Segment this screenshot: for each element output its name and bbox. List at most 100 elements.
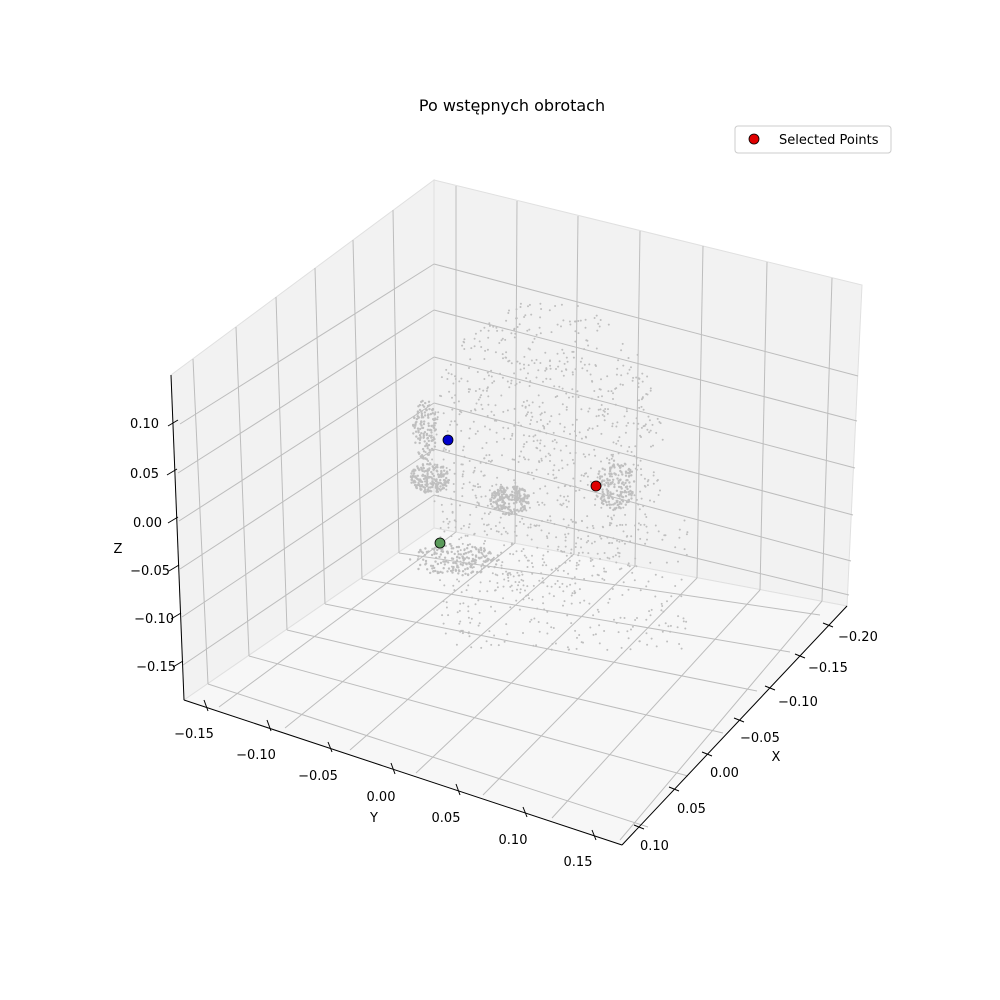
cloud-point — [472, 559, 475, 563]
cloud-point — [546, 537, 549, 539]
cloud-point — [459, 602, 462, 605]
cloud-point — [634, 619, 637, 621]
cloud-point — [562, 352, 565, 355]
cloud-point — [547, 545, 549, 548]
cloud-point — [570, 548, 573, 551]
cloud-point — [553, 464, 556, 467]
cloud-point — [443, 584, 446, 587]
cloud-point — [539, 487, 542, 490]
cloud-point — [583, 496, 586, 499]
cloud-point — [420, 424, 423, 427]
cloud-point — [564, 536, 567, 539]
cloud-point — [424, 444, 427, 448]
cloud-point — [440, 503, 443, 506]
cloud-point — [461, 632, 464, 635]
cloud-point — [425, 433, 428, 437]
cloud-point — [446, 570, 449, 573]
cloud-point — [606, 648, 609, 651]
cloud-point — [591, 380, 594, 383]
cloud-point — [483, 530, 486, 533]
cloud-point — [522, 456, 525, 459]
cloud-point — [614, 554, 617, 557]
cloud-point — [461, 564, 464, 567]
cloud-point — [658, 421, 661, 423]
cloud-point — [634, 445, 637, 448]
cloud-point — [574, 330, 577, 333]
cloud-point — [412, 472, 416, 475]
cloud-point — [586, 526, 589, 529]
cloud-point — [455, 545, 459, 549]
cloud-point — [578, 634, 581, 636]
cloud-point — [620, 498, 623, 502]
cloud-point — [495, 491, 499, 495]
cloud-point — [656, 479, 659, 481]
cloud-point — [453, 472, 456, 475]
cloud-point — [413, 468, 416, 471]
cloud-point — [594, 364, 597, 366]
cloud-point — [504, 513, 507, 516]
cloud-point — [610, 522, 613, 525]
cloud-point — [621, 496, 625, 499]
cloud-point — [522, 584, 525, 587]
cloud-point — [597, 408, 600, 411]
cloud-point — [439, 485, 442, 488]
cloud-point — [499, 487, 502, 490]
cloud-point — [547, 452, 550, 455]
cloud-point — [556, 548, 559, 551]
cloud-point — [421, 463, 425, 466]
cloud-point — [627, 588, 630, 591]
cloud-point — [669, 624, 672, 627]
cloud-point — [465, 556, 469, 559]
cloud-point — [499, 516, 502, 519]
cloud-point — [538, 326, 541, 329]
cloud-point — [466, 543, 470, 547]
cloud-point — [600, 404, 603, 406]
cloud-point — [473, 345, 476, 348]
cloud-point — [459, 630, 462, 633]
cloud-point — [453, 401, 456, 404]
cloud-point — [599, 535, 602, 538]
cloud-point — [574, 582, 577, 585]
cloud-point — [591, 524, 594, 527]
cloud-point — [500, 498, 503, 501]
cloud-point — [448, 520, 451, 523]
cloud-point — [627, 422, 630, 424]
cloud-point — [520, 570, 523, 573]
cloud-point — [434, 556, 438, 559]
cloud-point — [435, 433, 438, 436]
cloud-point — [514, 492, 517, 495]
cloud-point — [445, 606, 448, 609]
cloud-point — [461, 542, 464, 545]
cloud-point — [445, 484, 448, 488]
cloud-point — [616, 477, 619, 480]
cloud-point — [513, 458, 516, 461]
cloud-point — [563, 600, 566, 603]
cloud-point — [441, 484, 445, 487]
cloud-point — [638, 508, 641, 511]
cloud-point — [612, 537, 615, 540]
cloud-point — [515, 382, 518, 385]
cloud-point — [537, 369, 540, 372]
cloud-point — [545, 377, 548, 380]
cloud-point — [426, 462, 429, 466]
cloud-point — [661, 576, 664, 579]
cloud-point — [619, 616, 622, 619]
cloud-point — [426, 428, 430, 431]
cloud-point — [500, 339, 503, 342]
cloud-point — [649, 614, 652, 617]
cloud-point — [565, 368, 568, 371]
cloud-point — [639, 434, 642, 437]
cloud-point — [623, 415, 626, 418]
cloud-point — [443, 530, 446, 533]
cloud-point — [607, 408, 609, 411]
cloud-point — [448, 450, 451, 452]
cloud-point — [593, 390, 596, 392]
cloud-point — [437, 494, 440, 497]
cloud-point — [615, 501, 619, 504]
cloud-point — [421, 474, 424, 477]
cloud-point — [540, 457, 543, 460]
cloud-point — [513, 336, 516, 339]
cloud-point — [638, 399, 640, 402]
z-axis-label: Z — [114, 542, 123, 557]
cloud-point — [558, 565, 561, 568]
